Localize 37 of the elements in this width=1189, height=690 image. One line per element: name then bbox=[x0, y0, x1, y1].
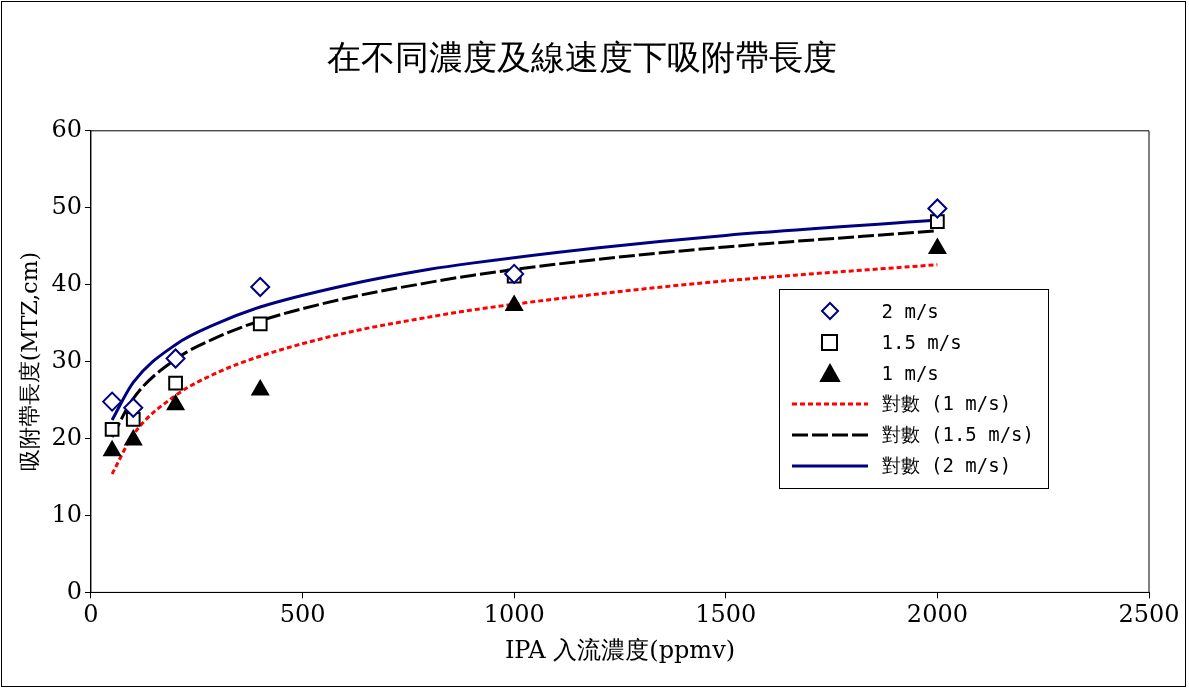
point bbox=[930, 214, 945, 229]
point bbox=[103, 440, 121, 457]
x-tick-label: 1500 bbox=[695, 600, 757, 629]
point bbox=[505, 295, 523, 311]
y-tick-label: 20 bbox=[51, 422, 82, 451]
point bbox=[123, 397, 144, 418]
y-axis-title: 吸附帶長度(MTZ,cm) bbox=[16, 251, 42, 472]
chart-title: 在不同濃度及線速度下吸附帶長度 bbox=[326, 37, 837, 78]
y-tick-label: 30 bbox=[51, 345, 82, 374]
point bbox=[124, 430, 143, 446]
point bbox=[166, 394, 185, 411]
y-tick-label: 0 bbox=[66, 576, 82, 605]
x-axis-title: IPA 入流濃度(ppmv) bbox=[504, 635, 736, 664]
x-tick-label: 1000 bbox=[483, 600, 545, 629]
point bbox=[928, 238, 947, 255]
legend-label: 對數 (1.5 m/s) bbox=[881, 422, 1034, 448]
y-tick-label: 50 bbox=[51, 191, 82, 220]
legend-label: 對數 (1 m/s) bbox=[881, 391, 1012, 417]
x-tick-label: 500 bbox=[279, 600, 326, 629]
legend-label: 1.5 m/s bbox=[881, 331, 962, 354]
point bbox=[927, 198, 948, 219]
y-tick-label: 40 bbox=[51, 268, 82, 297]
y-tick-label: 60 bbox=[51, 115, 82, 144]
y-tick-label: 10 bbox=[51, 499, 82, 528]
legend-label: 1 m/s bbox=[881, 362, 939, 385]
x-tick-label: 2000 bbox=[906, 600, 968, 629]
point bbox=[250, 276, 271, 297]
point bbox=[252, 316, 268, 332]
point bbox=[102, 391, 123, 412]
point bbox=[165, 348, 186, 369]
point bbox=[251, 380, 270, 396]
point bbox=[104, 421, 120, 437]
legend-label: 2 m/s bbox=[881, 300, 939, 323]
x-tick-label: 2500 bbox=[1118, 600, 1180, 629]
legend-label: 對數 (2 m/s) bbox=[881, 453, 1012, 479]
point bbox=[168, 375, 183, 391]
point bbox=[504, 263, 525, 284]
